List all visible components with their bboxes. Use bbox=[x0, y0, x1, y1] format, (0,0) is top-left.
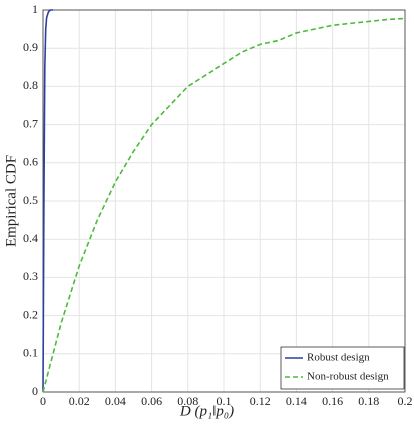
series-line bbox=[42, 17, 406, 393]
y-tick-label: 0.5 bbox=[23, 193, 38, 207]
x-tick-label: 0.16 bbox=[322, 394, 343, 408]
y-axis-label: Empirical CDF bbox=[3, 155, 19, 247]
x-tick-label: 0.12 bbox=[250, 394, 271, 408]
x-tick-label: 0.2 bbox=[398, 394, 413, 408]
x-tick-label: 0.18 bbox=[358, 394, 379, 408]
y-tick-label: 0.6 bbox=[23, 155, 38, 169]
legend-box bbox=[280, 346, 405, 390]
x-axis-label: D (p₁‖p₀) bbox=[179, 403, 234, 419]
legend-label: Robust design bbox=[307, 352, 370, 364]
y-tick-label: 0 bbox=[32, 384, 38, 398]
x-tick-label: 0.04 bbox=[105, 394, 126, 408]
y-tick-label: 1 bbox=[32, 2, 38, 16]
legend-label: Non-robust design bbox=[307, 371, 389, 383]
y-tick-label: 0.1 bbox=[23, 346, 38, 360]
x-tick-label: 0 bbox=[40, 394, 46, 408]
y-tick-label: 0.2 bbox=[23, 307, 38, 321]
plot-frame bbox=[42, 9, 406, 393]
y-tick-label: 0.3 bbox=[23, 269, 38, 283]
x-tick-label: 0.08 bbox=[177, 394, 198, 408]
x-tick-label: 0.02 bbox=[69, 394, 90, 408]
y-tick-label: 0.9 bbox=[23, 40, 38, 54]
y-tick-label: 0.7 bbox=[23, 116, 38, 130]
x-tick-label: 0.14 bbox=[286, 394, 307, 408]
x-tick-label: 0.1 bbox=[217, 394, 232, 408]
x-tick-label: 0.06 bbox=[141, 394, 162, 408]
series-line bbox=[42, 9, 53, 393]
y-tick-label: 0.4 bbox=[23, 231, 38, 245]
y-tick-label: 0.8 bbox=[23, 78, 38, 92]
